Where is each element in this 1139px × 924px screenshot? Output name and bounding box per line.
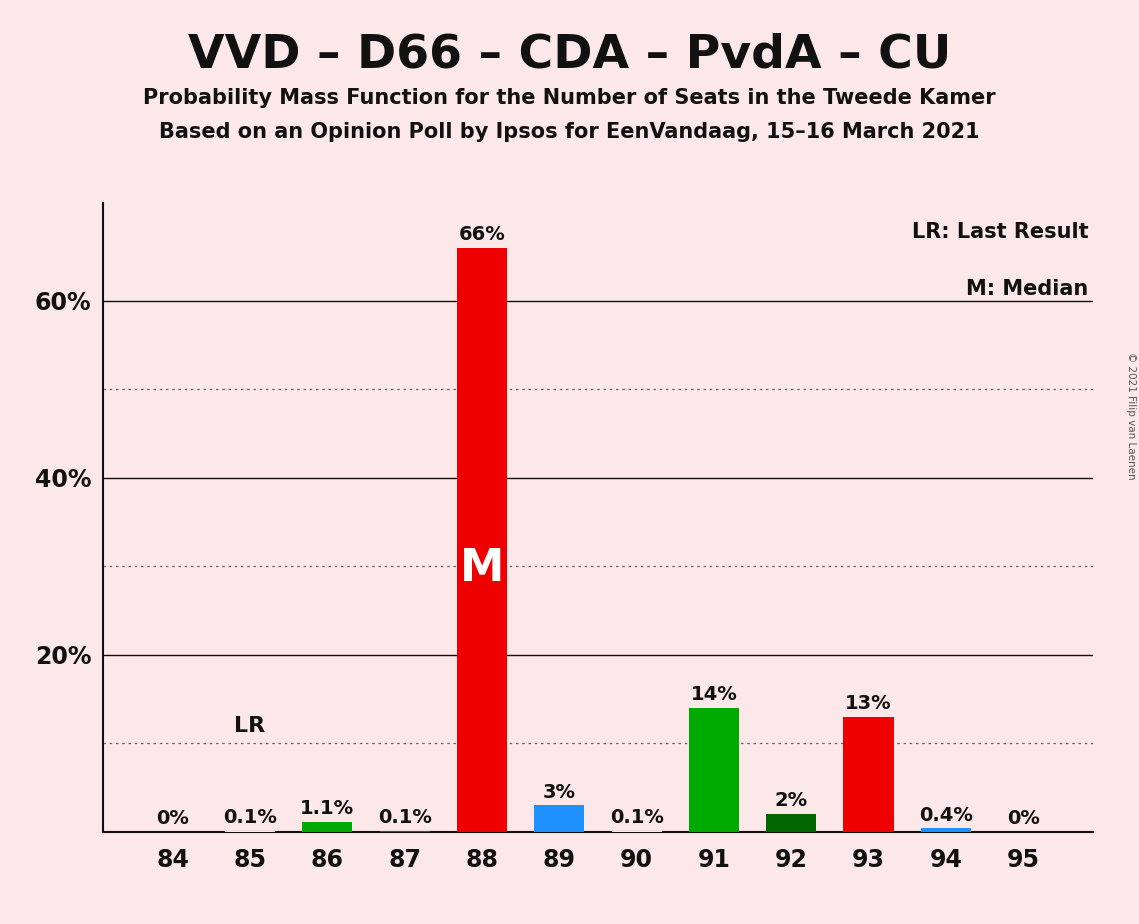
Bar (457, 248, 507, 832)
Bar (767, 814, 817, 832)
Text: VVD – D66 – CDA – PvdA – CU: VVD – D66 – CDA – PvdA – CU (188, 32, 951, 78)
Text: Based on an Opinion Poll by Ipsos for EenVandaag, 15–16 March 2021: Based on an Opinion Poll by Ipsos for Ee… (159, 122, 980, 142)
Bar (920, 828, 972, 832)
Bar (844, 716, 894, 832)
Text: 0.1%: 0.1% (609, 808, 664, 827)
Text: LR: LR (235, 716, 265, 736)
Text: Probability Mass Function for the Number of Seats in the Tweede Kamer: Probability Mass Function for the Number… (144, 88, 995, 108)
Bar (534, 805, 584, 832)
Text: 2%: 2% (775, 791, 808, 810)
Text: 1.1%: 1.1% (301, 799, 354, 819)
Bar (689, 708, 739, 832)
Text: LR: Last Result: LR: Last Result (912, 222, 1089, 242)
Text: M: Median: M: Median (966, 279, 1089, 298)
Text: 3%: 3% (543, 783, 576, 801)
Text: 0%: 0% (1007, 809, 1040, 828)
Text: 0.4%: 0.4% (919, 806, 973, 824)
Text: 13%: 13% (845, 694, 892, 713)
Text: 0.1%: 0.1% (223, 808, 277, 827)
Text: 14%: 14% (690, 686, 737, 704)
Text: 66%: 66% (459, 225, 506, 244)
Text: 0%: 0% (156, 809, 189, 828)
Text: © 2021 Filip van Laenen: © 2021 Filip van Laenen (1126, 352, 1136, 480)
Text: 0.1%: 0.1% (378, 808, 432, 827)
Bar (302, 821, 352, 832)
Text: M: M (460, 547, 505, 590)
